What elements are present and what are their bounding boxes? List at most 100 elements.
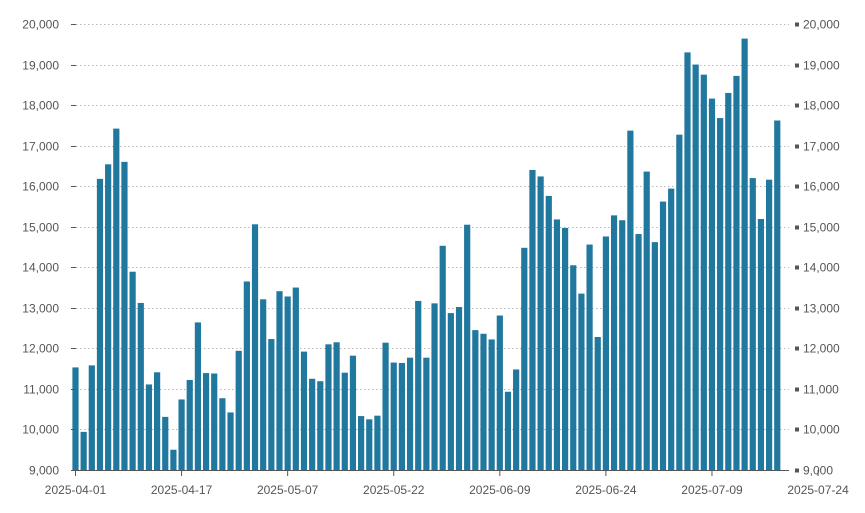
y-tick-label-left: 10,000 (22, 423, 59, 437)
y-tick-label-left: 9,000 (29, 464, 59, 478)
y-tick-mark-right (795, 265, 799, 270)
bar (358, 416, 365, 470)
bar (88, 365, 95, 470)
bar (668, 188, 675, 471)
y-tick-mark-right (795, 63, 799, 68)
y-tick-label-right: 11,000 (803, 383, 839, 397)
bar (406, 357, 414, 470)
bar (455, 307, 463, 470)
bar (774, 120, 781, 470)
y-tick-label-right: 15,000 (803, 221, 840, 235)
y-tick-label-left: 14,000 (22, 261, 59, 275)
y-tick-label-right: 12,000 (803, 342, 840, 356)
bar (251, 224, 259, 470)
bar (113, 128, 120, 471)
y-tick-label-right: 13,000 (803, 302, 840, 316)
bar (186, 379, 193, 470)
bar (227, 412, 234, 470)
bar (717, 118, 724, 470)
y-tick-mark-right (795, 103, 799, 108)
bar (72, 367, 79, 470)
bar (651, 242, 658, 470)
bar (447, 313, 454, 470)
bar (725, 92, 732, 471)
bar (586, 244, 593, 470)
bar (635, 234, 642, 470)
x-tick-label: 2025-05-22 (363, 483, 425, 497)
bar (349, 355, 357, 470)
bar (317, 381, 324, 470)
y-tick-label-right: 18,000 (803, 99, 840, 113)
y-tick-label-right: 10,000 (803, 423, 840, 437)
bar (423, 357, 430, 470)
bar (235, 350, 242, 470)
y-tick-mark-right (795, 144, 799, 149)
bar (659, 201, 667, 470)
x-tick-label: 2025-06-09 (469, 483, 531, 497)
bar (708, 98, 716, 470)
bar (766, 179, 773, 470)
bar (562, 227, 569, 470)
y-tick-mark-right (795, 184, 799, 189)
y-tick-label-left: 20,000 (22, 18, 59, 32)
bar (692, 64, 699, 471)
bar (619, 220, 626, 470)
bar (170, 449, 177, 470)
y-tick-label-left: 19,000 (22, 59, 59, 73)
y-tick-label-left: 16,000 (22, 180, 59, 194)
y-tick-label-left: 12,000 (22, 342, 59, 356)
y-tick-label-left: 18,000 (22, 99, 59, 113)
bar (276, 291, 283, 470)
bar (464, 224, 471, 470)
y-tick-mark-right (795, 346, 799, 351)
y-tick-label-right: 14,000 (803, 261, 840, 275)
y-axis-right: 9,00010,00011,00012,00013,00014,00015,00… (795, 18, 840, 478)
bar (325, 344, 332, 470)
y-tick-label-right: 19,000 (803, 59, 840, 73)
bar (643, 171, 650, 470)
y-tick-mark-right (795, 468, 799, 473)
y-axis-left: 9,000 10,000 11,000 12,000 13,000 14,000 15,00… (22, 18, 76, 478)
bar (300, 351, 308, 470)
bar (243, 281, 250, 470)
bar (121, 161, 128, 470)
y-tick-mark-right (795, 306, 799, 311)
y-tick-mark-right (795, 225, 799, 230)
bar (137, 302, 144, 470)
bar (145, 384, 153, 470)
bar (676, 134, 683, 470)
bar (374, 415, 381, 470)
bar (521, 247, 528, 470)
bar (496, 315, 503, 470)
bar (488, 339, 495, 470)
bar (129, 271, 136, 470)
bar (284, 296, 291, 470)
bar (733, 75, 740, 471)
y-tick-mark-right (795, 387, 799, 392)
x-tick-label: 2025-07-09 (681, 483, 743, 497)
x-tick-label: 2025-06-24 (575, 483, 637, 497)
y-tick-label-left: 13,000 (22, 302, 59, 316)
x-tick-label: 2025-04-17 (151, 483, 213, 497)
bar (700, 74, 707, 471)
bar (292, 287, 299, 470)
bar (202, 373, 210, 470)
bar (415, 300, 422, 470)
bar (570, 265, 577, 470)
bar (439, 245, 446, 470)
bar (741, 38, 748, 470)
bar (333, 342, 340, 470)
y-tick-label-right: 20,000 (803, 18, 840, 32)
x-tick-label: 2025-07-24 (787, 483, 849, 497)
bar (537, 176, 544, 470)
y-tick-mark-right (795, 427, 799, 432)
bar (431, 303, 438, 470)
bar (105, 164, 112, 471)
bar-series (72, 38, 781, 471)
bar (504, 391, 512, 470)
bar (382, 342, 389, 470)
bar (545, 195, 552, 470)
bar (578, 293, 585, 470)
bar (260, 299, 267, 470)
